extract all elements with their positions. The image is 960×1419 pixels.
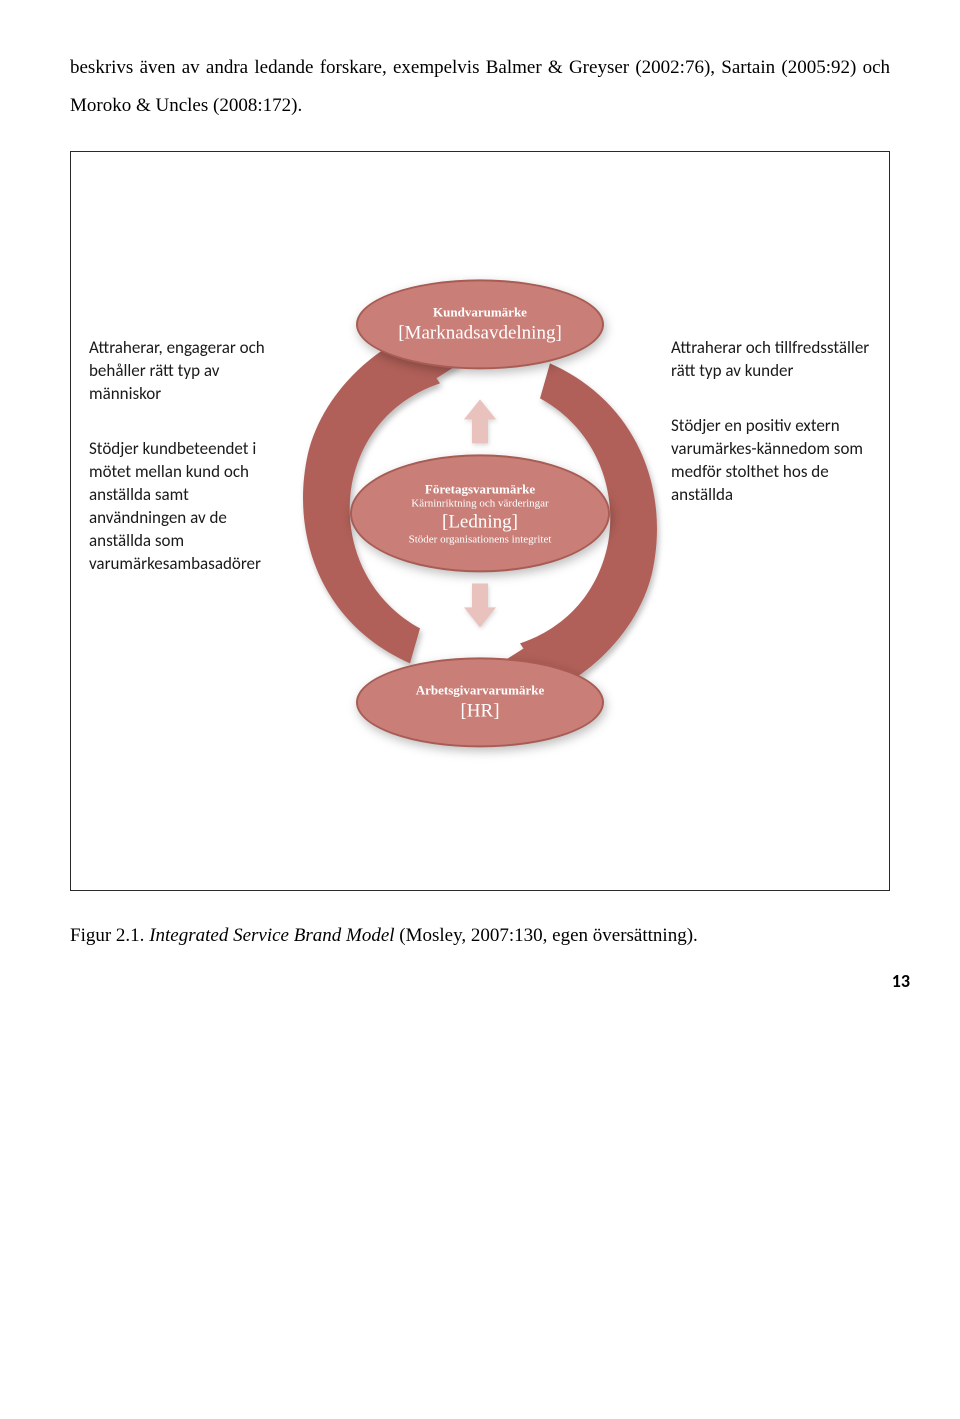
node-bottom-small: Arbetsgivarvarumärke <box>416 682 545 698</box>
inner-arrow-down <box>464 583 496 627</box>
node-kundvarumarke: Kundvarumärke [Marknadsavdelning] <box>356 279 604 369</box>
node-center-tiny-bot: Stöder organisationens integritet <box>409 533 552 545</box>
node-center-small-top: Företagsvarumärke <box>425 481 535 497</box>
node-bottom-big: [HR] <box>460 700 499 722</box>
intro-paragraph: beskrivs även av andra ledande forskare,… <box>70 49 890 125</box>
cycle-container: Kundvarumärke [Marknadsavdelning] Företa… <box>290 323 670 703</box>
left-block-2: Stödjer kundbeteendet i mötet mellan kun… <box>89 438 289 576</box>
caption-italic: Integrated Service Brand Model <box>149 925 394 946</box>
node-center-tiny-top: Kärninriktning och värderingar <box>411 497 548 509</box>
node-top-small: Kundvarumärke <box>433 304 527 320</box>
node-center-big: [Ledning] <box>442 511 518 533</box>
left-annotation: Attraherar, engagerar och behåller rätt … <box>89 337 289 607</box>
right-annotation: Attraherar och tillfredsställer rätt typ… <box>671 337 871 539</box>
right-block-2: Stödjer en positiv extern varumärkes-kän… <box>671 415 871 507</box>
node-foretagsvarumarke: Företagsvarumärke Kärninriktning och vär… <box>350 454 610 572</box>
inner-arrow-up <box>464 399 496 443</box>
figure-caption: Figur 2.1. Integrated Service Brand Mode… <box>70 921 890 951</box>
node-top-big: [Marknadsavdelning] <box>398 322 562 344</box>
page-number: 13 <box>892 970 910 992</box>
left-block-1: Attraherar, engagerar och behåller rätt … <box>89 337 289 406</box>
page: beskrivs även av andra ledande forskare,… <box>0 0 960 1010</box>
caption-suffix: (Mosley, 2007:130, egen översättning). <box>395 925 698 946</box>
caption-prefix: Figur 2.1. <box>70 925 149 946</box>
node-arbetsgivarvarumarke: Arbetsgivarvarumärke [HR] <box>356 657 604 747</box>
diagram-container: Attraherar, engagerar och behåller rätt … <box>70 151 890 891</box>
right-block-1: Attraherar och tillfredsställer rätt typ… <box>671 337 871 383</box>
